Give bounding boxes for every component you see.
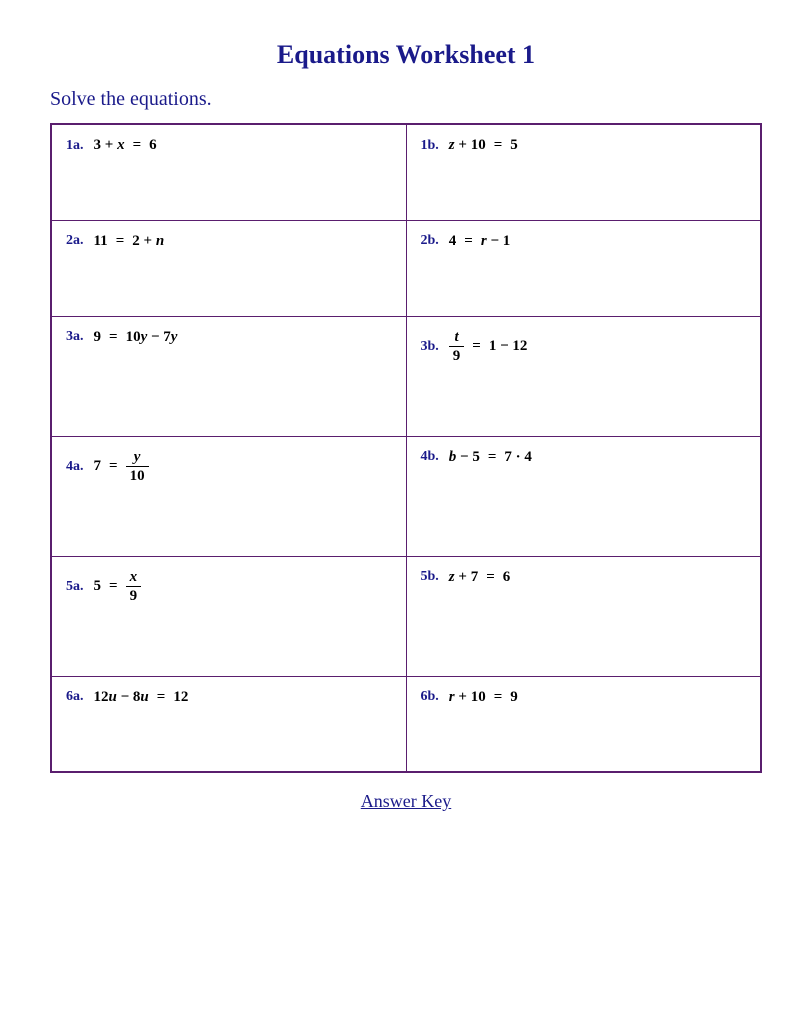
problem-label: 3a. xyxy=(66,329,84,345)
problem-cell: 2a. 11=2 + n xyxy=(51,220,406,316)
problem-cell: 1b. z + 10=5 xyxy=(406,124,761,220)
problem-cell: 5b. z + 7=6 xyxy=(406,556,761,676)
problem-cell: 4a. 7=y10 xyxy=(51,436,406,556)
equation: t9=1 − 12 xyxy=(449,329,528,365)
problem-cell: 3a. 9=10y − 7y xyxy=(51,316,406,436)
problem: 5b. z + 7=6 xyxy=(421,569,747,586)
equation: r + 10=9 xyxy=(449,689,518,706)
problem: 2b. 4=r − 1 xyxy=(421,233,747,250)
problem-label: 6b. xyxy=(421,689,439,705)
equation: 3 + x=6 xyxy=(94,137,157,154)
problem: 5a. 5=x9 xyxy=(66,569,392,605)
problem-label: 4b. xyxy=(421,449,439,465)
equation: 4=r − 1 xyxy=(449,233,510,250)
equation: 7=y10 xyxy=(94,449,149,485)
problem-label: 1a. xyxy=(66,138,84,154)
problem-cell: 2b. 4=r − 1 xyxy=(406,220,761,316)
problem-label: 1b. xyxy=(421,138,439,154)
equation: z + 10=5 xyxy=(449,137,518,154)
problem-cell: 6b. r + 10=9 xyxy=(406,676,761,772)
problem: 1b. z + 10=5 xyxy=(421,137,747,154)
equation: z + 7=6 xyxy=(449,569,510,586)
problem-cell: 1a. 3 + x=6 xyxy=(51,124,406,220)
answer-key-container: Answer Key xyxy=(50,791,762,812)
problem-cell: 3b. t9=1 − 12 xyxy=(406,316,761,436)
equation: 5=x9 xyxy=(94,569,142,605)
problem: 3b. t9=1 − 12 xyxy=(421,329,747,365)
problem-cell: 4b. b − 5=7 · 4 xyxy=(406,436,761,556)
worksheet-page: Equations Worksheet 1 Solve the equation… xyxy=(0,0,812,852)
equation: b − 5=7 · 4 xyxy=(449,449,532,466)
problem-label: 6a. xyxy=(66,689,84,705)
problem: 3a. 9=10y − 7y xyxy=(66,329,392,346)
problem-label: 5b. xyxy=(421,569,439,585)
problem-label: 4a. xyxy=(66,459,84,475)
equation: 9=10y − 7y xyxy=(94,329,178,346)
problem-cell: 6a. 12u − 8u=12 xyxy=(51,676,406,772)
equation: 11=2 + n xyxy=(94,233,165,250)
equation: 12u − 8u=12 xyxy=(94,689,189,706)
problem-label: 5a. xyxy=(66,579,84,595)
problem: 4a. 7=y10 xyxy=(66,449,392,485)
problem-label: 3b. xyxy=(421,339,439,355)
problems-table: 1a. 3 + x=6 1b. z + 10=5 2a. 11=2 + n 2b… xyxy=(50,123,762,773)
problem-cell: 5a. 5=x9 xyxy=(51,556,406,676)
problem: 6a. 12u − 8u=12 xyxy=(66,689,392,706)
problem-label: 2b. xyxy=(421,233,439,249)
problem: 2a. 11=2 + n xyxy=(66,233,392,250)
instructions-text: Solve the equations. xyxy=(50,88,762,111)
problem: 6b. r + 10=9 xyxy=(421,689,747,706)
answer-key-link[interactable]: Answer Key xyxy=(361,791,451,811)
problem: 4b. b − 5=7 · 4 xyxy=(421,449,747,466)
problem-label: 2a. xyxy=(66,233,84,249)
page-title: Equations Worksheet 1 xyxy=(50,40,762,70)
problem: 1a. 3 + x=6 xyxy=(66,137,392,154)
